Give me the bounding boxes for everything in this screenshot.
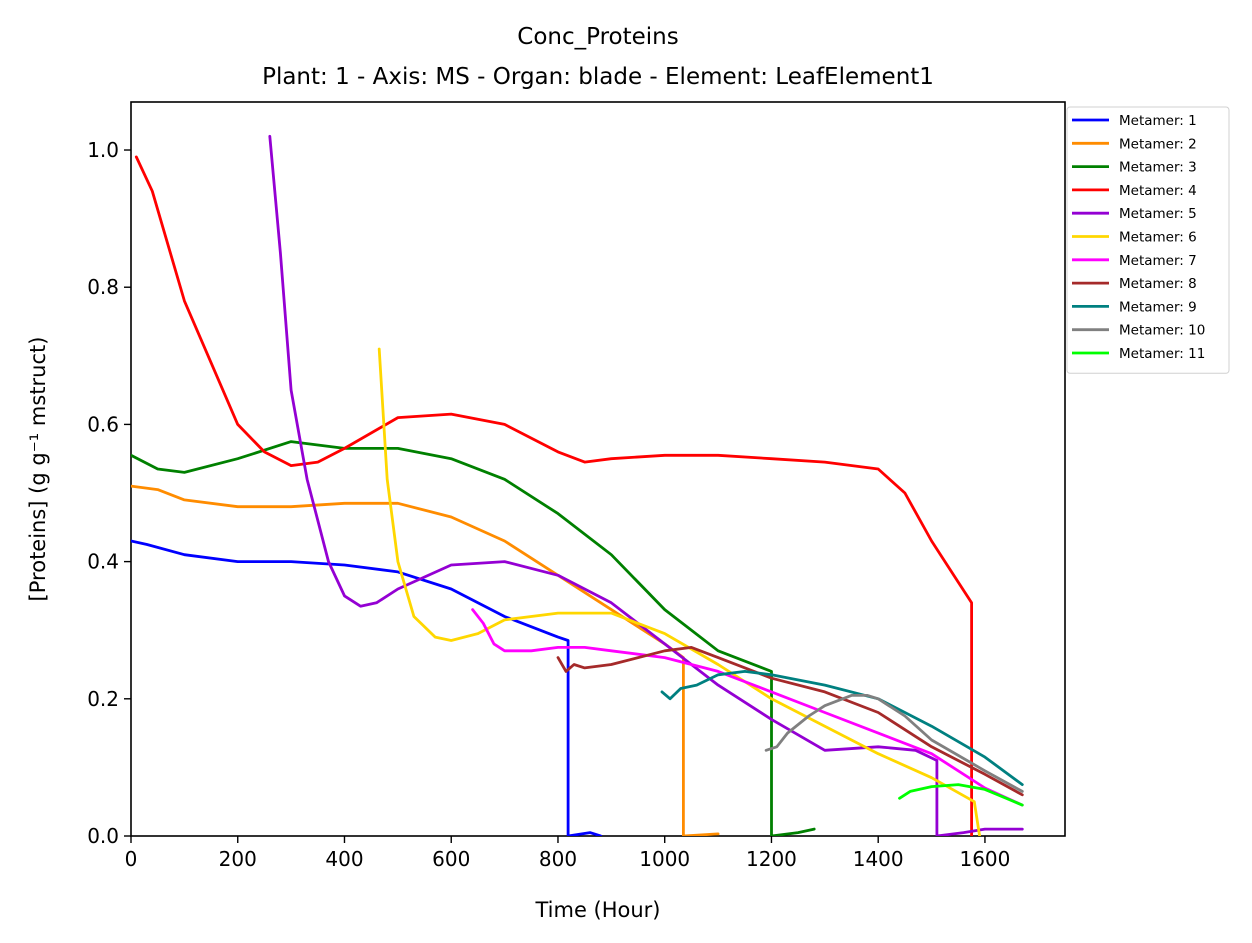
legend-label: Metamer: 11 [1119,346,1205,362]
series-line-metamer-9 [660,670,1024,786]
legend-label: Metamer: 1 [1119,113,1197,129]
y-tick-label: 0.2 [87,687,119,711]
plot-area [130,101,1066,837]
legend-label: Metamer: 6 [1119,230,1197,246]
legend-label: Metamer: 5 [1119,206,1197,222]
legend-label: Metamer: 10 [1119,323,1205,339]
legend: Metamer: 1 Metamer: 2 Metamer: 3 Metamer: 4… [1066,106,1230,374]
legend-label: Metamer: 4 [1119,183,1197,199]
x-tick-label: 400 [325,847,363,871]
x-tick-label: 0 [125,847,138,871]
legend-label: Metamer: 2 [1119,136,1197,152]
series-line-metamer-10 [764,694,1024,793]
x-axis: 0 200 400 600 800 1000 1200 1400 1600 [125,836,1010,871]
y-tick-label: 0.6 [87,412,119,436]
x-tick-label: 1000 [639,847,690,871]
x-tick-label: 200 [219,847,257,871]
series-line-metamer-7 [471,608,1024,807]
legend-label: Metamer: 8 [1119,276,1197,292]
y-tick-label: 0.8 [87,275,119,299]
y-tick-label: 0.0 [87,824,119,848]
series-line-metamer-5 [268,134,1024,836]
series-line-metamer-11 [898,783,1024,807]
x-tick-label: 1400 [853,847,904,871]
y-tick-label: 1.0 [87,138,119,162]
x-tick-label: 600 [432,847,470,871]
x-tick-label: 1200 [746,847,797,871]
y-tick-label: 0.4 [87,550,119,574]
legend-label: Metamer: 3 [1119,160,1197,176]
legend-label: Metamer: 9 [1119,299,1197,315]
x-axis-label: Time (Hour) [534,898,660,922]
x-tick-label: 800 [539,847,577,871]
chart-subtitle: Plant: 1 - Axis: MS - Organ: blade - Ele… [262,64,934,90]
y-axis: 0.0 0.2 0.4 0.6 0.8 1.0 [87,138,131,848]
series-line-metamer-8 [556,646,1024,797]
series-line-metamer-4 [134,155,973,836]
series-line-metamer-6 [377,347,981,836]
x-tick-label: 1600 [959,847,1010,871]
chart-title: Conc_Proteins [517,24,678,50]
series-layer [131,134,1024,836]
series-line-metamer-1 [131,539,603,836]
y-axis-label: [Proteins] (g g⁻¹ mstruct) [26,337,50,602]
legend-label: Metamer: 7 [1119,253,1197,269]
